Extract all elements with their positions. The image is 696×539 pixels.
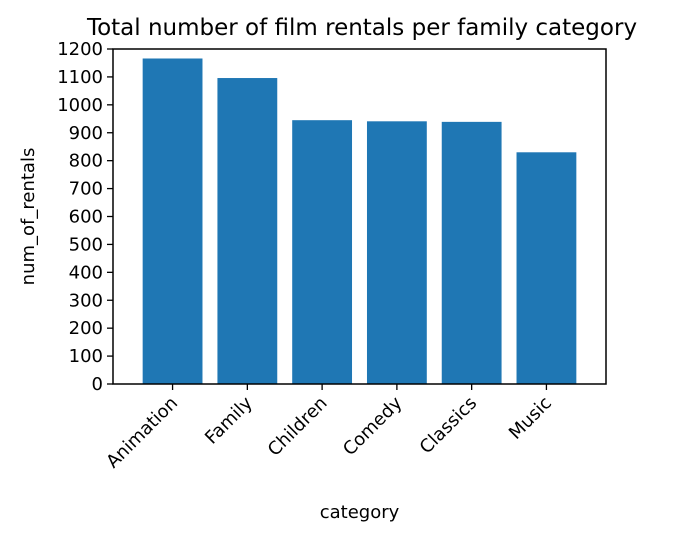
- bars-group: [142, 58, 577, 385]
- bar-classics: [441, 121, 502, 385]
- y-tick-label: 1100: [57, 67, 103, 88]
- x-tick-label: Comedy: [339, 392, 407, 460]
- x-tick-label: Children: [264, 393, 332, 461]
- y-tick-label: 200: [69, 318, 103, 339]
- plot-frame: [112, 48, 607, 385]
- chart-title: Total number of film rentals per family …: [86, 15, 637, 41]
- bar-family: [217, 78, 278, 385]
- y-tick-label: 500: [69, 234, 103, 255]
- bar-animation: [142, 58, 203, 384]
- y-axis: 0 100 200 300 400 500 600 700 800 900 1000 1100 1200: [57, 39, 113, 395]
- y-tick-label: 400: [69, 262, 103, 283]
- y-tick-label: 700: [69, 179, 103, 200]
- bar-music: [516, 152, 577, 384]
- y-tick-label: 600: [69, 207, 103, 228]
- x-axis-label: category: [320, 502, 400, 523]
- y-axis-label: num_of_rentals: [18, 148, 39, 286]
- y-tick-label: 100: [69, 346, 103, 367]
- y-tick-label: 1000: [57, 95, 103, 116]
- x-tick-label: Animation: [102, 393, 182, 473]
- y-tick-label: 300: [69, 290, 103, 311]
- x-tick-label: Music: [505, 393, 556, 444]
- y-tick-label: 900: [69, 123, 103, 144]
- bar-comedy: [366, 121, 427, 384]
- y-tick-label: 1200: [57, 39, 103, 60]
- y-tick-label: 800: [69, 151, 103, 172]
- x-tick-label: Family: [201, 392, 257, 448]
- x-axis: Animation Family Children Comedy Classics Mus…: [102, 384, 556, 472]
- bar-children: [292, 120, 353, 384]
- y-tick-label: 0: [92, 374, 103, 395]
- x-tick-label: Classics: [416, 393, 482, 459]
